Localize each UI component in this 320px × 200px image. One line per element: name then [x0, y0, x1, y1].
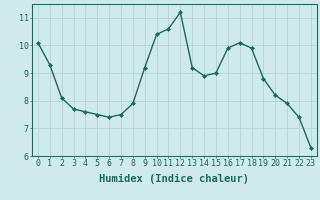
X-axis label: Humidex (Indice chaleur): Humidex (Indice chaleur)	[100, 174, 249, 184]
